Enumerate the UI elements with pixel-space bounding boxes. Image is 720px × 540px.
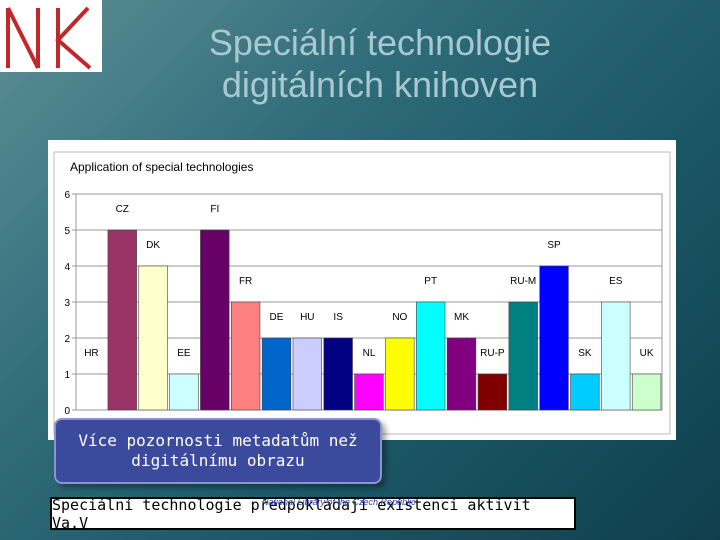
bar-es	[601, 301, 631, 411]
data-label: HU	[300, 312, 314, 323]
slide-title: Speciální technologie digitálních knihov…	[120, 22, 640, 106]
bar-fr	[230, 301, 261, 411]
data-label: IS	[333, 312, 343, 323]
bar-pt	[416, 301, 446, 411]
bar-mk	[446, 337, 477, 411]
bar-nl	[354, 373, 384, 411]
bar-is	[323, 337, 353, 411]
footer-box: Speciální technologie předpokládají exis…	[50, 495, 576, 532]
data-label: SK	[578, 348, 592, 359]
data-label: NO	[392, 312, 407, 323]
bar-dk	[138, 265, 168, 411]
bar-fi	[200, 229, 230, 411]
data-label: FI	[210, 204, 219, 215]
slide-title-line-1: Speciální technologie	[208, 22, 552, 63]
y-tick-label: 5	[64, 226, 70, 237]
bar-de	[261, 337, 292, 411]
chart-panel: 0 1 2 3 4 5 6 HR CZ DK EE FI FR DE HU IS NL NO PT MK RU-P RU-…	[48, 140, 676, 440]
data-label: RU-M	[510, 276, 536, 287]
bar-ru-p	[477, 373, 508, 411]
data-label: NL	[363, 348, 376, 359]
bar-chart: 0 1 2 3 4 5 6 HR CZ DK EE FI FR DE HU IS NL NO PT MK RU-P RU-…	[53, 151, 671, 435]
data-label: PT	[424, 276, 437, 287]
bar-sp	[539, 265, 569, 411]
data-label: FR	[239, 276, 252, 287]
bar-hu	[292, 337, 322, 411]
data-label: DE	[270, 312, 284, 323]
data-label: CZ	[116, 204, 129, 215]
y-tick-label: 4	[64, 262, 70, 273]
callout-box: Více pozornosti metadatům než digitálním…	[54, 418, 382, 484]
bar-uk	[631, 373, 662, 411]
data-label: SP	[547, 240, 561, 251]
y-tick-label: 1	[64, 370, 70, 381]
nk-logo-icon	[6, 6, 92, 70]
data-label: UK	[640, 348, 654, 359]
data-label: DK	[146, 240, 160, 251]
data-label: EE	[177, 348, 191, 359]
footer-note: National Library of the Czech Republic	[262, 497, 416, 507]
bar-ru-m	[508, 301, 538, 411]
chart-title: Application of special technologies	[70, 160, 254, 174]
bar-ee	[169, 373, 199, 411]
data-label: MK	[454, 312, 469, 323]
bar-sk	[570, 373, 600, 411]
y-tick-label: 2	[64, 334, 70, 345]
library-logo	[0, 0, 102, 72]
callout-text: Více pozornosti metadatům než digitálním…	[78, 431, 358, 470]
y-tick-label: 0	[64, 406, 70, 417]
slide-title-line-2: digitálních knihoven	[221, 64, 539, 105]
bar-cz	[107, 229, 137, 411]
data-label: HR	[84, 348, 98, 359]
bar-no	[385, 337, 415, 411]
y-tick-label: 3	[64, 298, 70, 309]
y-tick-label: 6	[64, 190, 70, 201]
data-label: RU-P	[480, 348, 505, 359]
data-label: ES	[609, 276, 623, 287]
footer-text: Speciální technologie předpokládají exis…	[52, 495, 531, 532]
